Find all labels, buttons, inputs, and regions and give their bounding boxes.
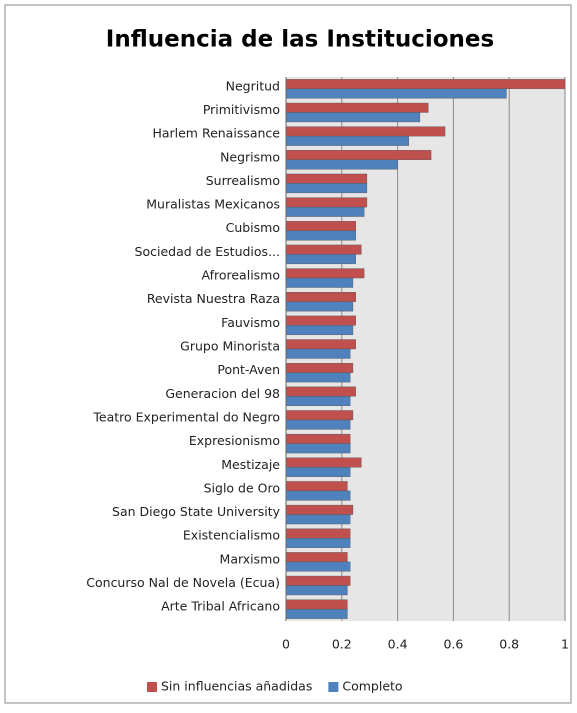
bar: [285, 599, 348, 610]
bar: [285, 419, 351, 430]
bar: [285, 292, 356, 302]
bar: [285, 514, 351, 525]
bar: [285, 135, 409, 146]
bar: [285, 467, 351, 477]
bar: [285, 230, 356, 241]
y-tick-label: Grupo Minorista: [180, 339, 280, 354]
bar: [285, 528, 351, 539]
bar: [285, 88, 507, 99]
bar: [285, 277, 354, 288]
bar: [285, 575, 351, 586]
y-tick-label: Afrorealismo: [201, 268, 280, 283]
bar: [285, 150, 432, 160]
bar: [285, 325, 354, 336]
y-tick-label: Mestizaje: [221, 457, 280, 472]
bar: [285, 221, 356, 231]
y-tick-label: Negrismo: [220, 149, 280, 164]
y-tick-label: Surrealismo: [206, 173, 280, 188]
bar: [285, 443, 351, 454]
y-tick-label: San Diego State University: [112, 504, 281, 519]
bar: [285, 173, 368, 184]
bar: [285, 254, 356, 265]
x-tick-label: 0.4: [388, 637, 408, 652]
bar: [285, 315, 356, 326]
bar: [285, 126, 446, 137]
bar: [285, 183, 368, 194]
x-tick-label: 0: [282, 637, 290, 652]
y-tick-label: Sociedad de Estudios...: [135, 244, 280, 259]
bar: [285, 386, 356, 397]
bar: [285, 585, 348, 596]
bar: [285, 301, 354, 312]
y-tick-label: Siglo de Oro: [204, 480, 280, 495]
x-tick-label: 0.2: [332, 637, 352, 652]
y-tick-label: Cubismo: [226, 220, 280, 235]
chart-title: Influencia de las Instituciones: [106, 27, 494, 53]
bar: [285, 457, 362, 468]
y-tick-label: Pont-Aven: [217, 362, 280, 377]
legend-swatch: [147, 682, 157, 692]
bar: [285, 433, 351, 444]
bar: [285, 159, 398, 170]
bar: [285, 490, 351, 501]
x-tick-label: 0.8: [499, 637, 519, 652]
y-tick-label: Arte Tribal Africano: [161, 599, 280, 614]
bar: [285, 102, 429, 113]
bar: [285, 244, 362, 255]
legend-label: Completo: [342, 679, 402, 694]
y-tick-label: Marxismo: [220, 551, 280, 566]
bar: [285, 504, 354, 515]
bar: [285, 538, 351, 548]
bar: [285, 339, 356, 350]
y-tick-label: Negritud: [226, 78, 280, 93]
bar: [285, 396, 351, 406]
bar: [285, 206, 365, 217]
y-tick-label: Teatro Experimental do Negro: [92, 409, 280, 424]
bar: [285, 372, 351, 383]
bar: [285, 552, 348, 563]
y-tick-label: Muralistas Mexicanos: [146, 197, 280, 212]
bar: [285, 348, 351, 359]
y-tick-label: Primitivismo: [203, 102, 280, 117]
bar: [285, 268, 365, 279]
legend-label: Sin influencias añadidas: [161, 679, 312, 694]
bar: [285, 410, 354, 421]
bar: [285, 481, 348, 492]
y-tick-label: Concurso Nal de Novela (Ecua): [86, 575, 280, 590]
x-tick-label: 1: [561, 637, 569, 652]
y-tick-label: Revista Nuestra Raza: [147, 291, 280, 306]
bar: [285, 561, 351, 572]
y-tick-label: Existencialismo: [183, 528, 280, 543]
bar: [285, 362, 354, 373]
bar: [285, 112, 421, 123]
y-tick-label: Expresionismo: [189, 433, 280, 448]
legend-swatch: [328, 682, 339, 692]
x-tick-label: 0.6: [443, 637, 463, 652]
y-tick-label: Fauvismo: [221, 315, 280, 330]
bar: [285, 197, 368, 208]
bar: [285, 608, 348, 619]
y-tick-label: Harlem Renaissance: [152, 126, 280, 141]
bar: [285, 79, 566, 90]
y-tick-label: Generacion del 98: [165, 386, 280, 401]
